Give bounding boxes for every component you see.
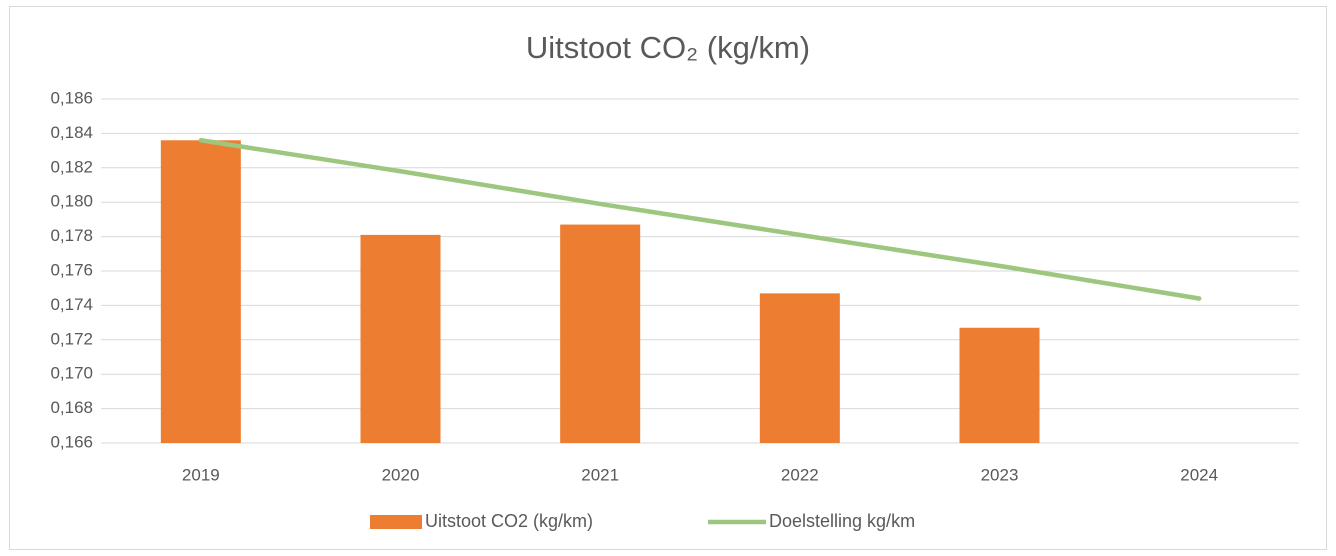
- chart-title: Uitstoot CO₂ (kg/km): [526, 30, 810, 65]
- y-tick-label: 0,182: [50, 157, 93, 176]
- legend-label: Doelstelling kg/km: [769, 511, 915, 531]
- bar: [360, 234, 441, 443]
- legend-swatch: [370, 515, 422, 529]
- x-tick-label: 2022: [781, 465, 819, 484]
- bar: [560, 224, 641, 443]
- x-tick-label: 2020: [382, 465, 420, 484]
- y-tick-label: 0,178: [50, 226, 93, 245]
- y-tick-label: 0,184: [50, 123, 93, 142]
- y-tick-label: 0,180: [50, 192, 93, 211]
- bar: [160, 140, 241, 443]
- x-tick-label: 2024: [1180, 465, 1218, 484]
- line: [198, 138, 1202, 301]
- bar: [959, 327, 1040, 443]
- y-tick-label: 0,170: [50, 364, 93, 383]
- bar: [759, 293, 840, 443]
- y-tick-label: 0,168: [50, 398, 93, 417]
- y-tick-label: 0,186: [50, 88, 93, 107]
- x-tick-label: 2021: [581, 465, 619, 484]
- x-tick-label: 2019: [182, 465, 220, 484]
- x-tick-label: 2023: [981, 465, 1019, 484]
- y-tick-label: 0,174: [50, 295, 93, 314]
- legend-label: Uitstoot CO2 (kg/km): [425, 511, 593, 531]
- y-tick-label: 0,166: [50, 432, 93, 451]
- y-tick-label: 0,172: [50, 329, 93, 348]
- y-tick-label: 0,176: [50, 260, 93, 279]
